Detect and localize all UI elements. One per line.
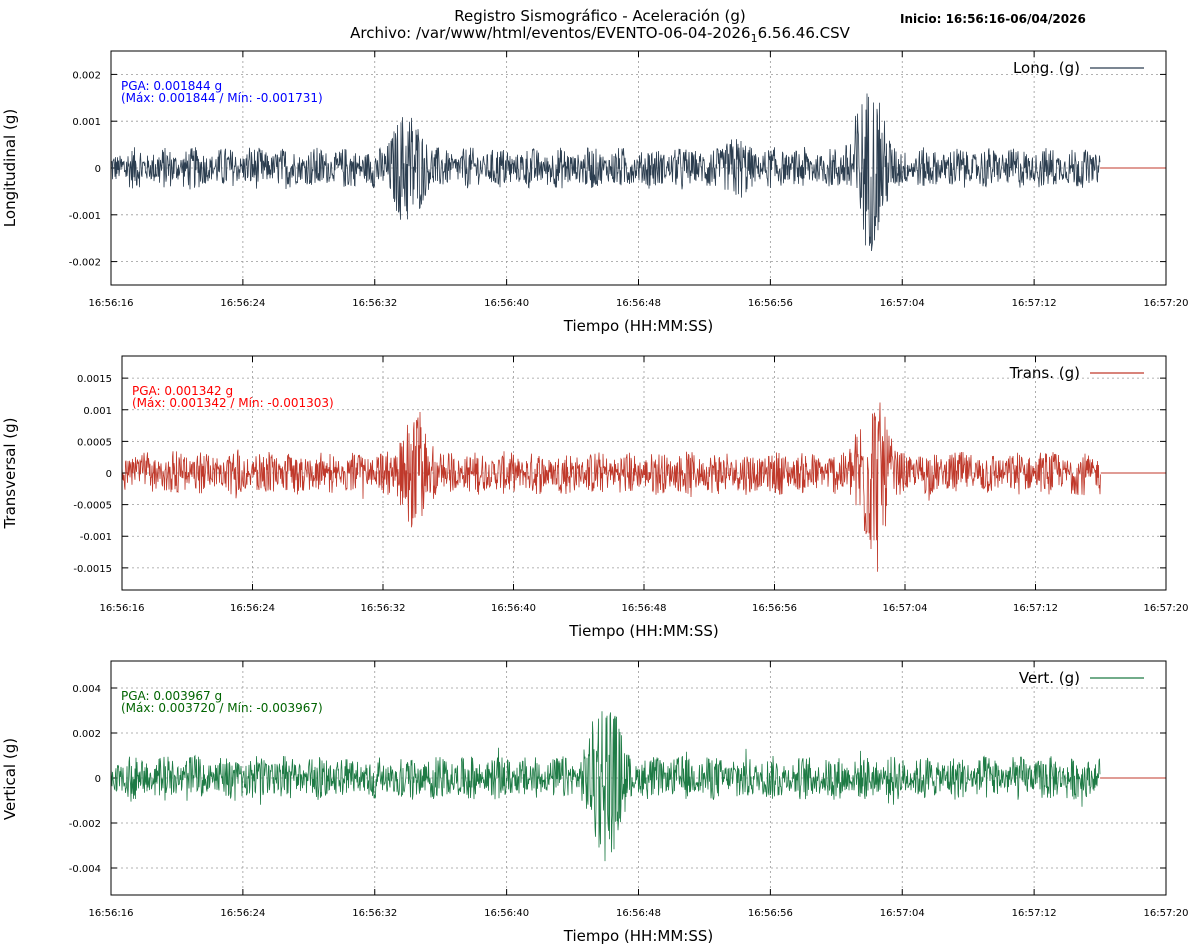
series-line — [110, 711, 1101, 862]
x-tick-label: 16:56:32 — [352, 298, 397, 309]
y-tick-label: 0.002 — [72, 729, 101, 740]
legend-label: Vert. (g) — [1019, 669, 1080, 687]
x-tick-label: 16:56:48 — [622, 603, 667, 614]
legend-label: Trans. (g) — [1009, 364, 1080, 382]
x-tick-label: 16:56:24 — [230, 603, 275, 614]
y-axis-label: Transversal (g) — [1, 417, 19, 529]
y-tick-label: 0.001 — [83, 406, 112, 417]
plot-frame — [110, 660, 1167, 896]
x-tick-label: 16:57:12 — [1012, 298, 1057, 309]
x-tick-label: 16:56:16 — [89, 298, 134, 309]
legend-label: Long. (g) — [1013, 59, 1080, 77]
y-tick-label: 0.002 — [72, 70, 101, 81]
series-line — [110, 93, 1101, 252]
x-axis-label: Tiempo (HH:MM:SS) — [568, 622, 718, 640]
y-tick-label: -0.002 — [69, 819, 101, 830]
plot-frame — [121, 355, 1167, 591]
panel-3: 16:56:16 16:56:24 16:56:32 16:56:40 16:56:48… — [1, 660, 1189, 945]
y-tick-label: -0.001 — [80, 532, 112, 543]
figure-title: Registro Sismográfico - Aceleración (g) — [454, 7, 745, 25]
start-time-label: Inicio: 16:56:16-06/04/2026 — [900, 12, 1086, 26]
x-tick-label: 16:57:04 — [880, 908, 925, 919]
x-tick-label: 16:56:56 — [752, 603, 797, 614]
y-tick-label: 0.001 — [72, 117, 101, 128]
x-tick-label: 16:56:32 — [352, 908, 397, 919]
plot-frame — [110, 50, 1167, 286]
pga-annotation: PGA: 0.003967 g — [121, 689, 222, 703]
x-tick-label: 16:56:32 — [361, 603, 406, 614]
x-tick-label: 16:56:48 — [616, 908, 661, 919]
y-tick-label: -0.0015 — [73, 564, 112, 575]
x-tick-label: 16:56:24 — [220, 908, 265, 919]
y-tick-label: -0.004 — [69, 864, 101, 875]
x-tick-label: 16:56:16 — [100, 603, 145, 614]
x-tick-label: 16:57:12 — [1012, 908, 1057, 919]
series-line — [121, 402, 1101, 572]
panel-1: 16:56:16 16:56:24 16:56:32 16:56:40 16:56:48… — [1, 50, 1189, 335]
x-tick-label: 16:56:16 — [89, 908, 134, 919]
x-tick-label: 16:56:48 — [616, 298, 661, 309]
x-tick-label: 16:56:40 — [491, 603, 536, 614]
x-tick-label: 16:56:56 — [748, 908, 793, 919]
y-tick-label: 0.004 — [72, 684, 101, 695]
x-tick-label: 16:56:56 — [748, 298, 793, 309]
minmax-annotation: (Máx: 0.003720 / Mín: -0.003967) — [121, 701, 323, 715]
y-tick-label: -0.001 — [69, 211, 101, 222]
x-axis-label: Tiempo (HH:MM:SS) — [563, 927, 713, 945]
x-tick-label: 16:56:24 — [220, 298, 265, 309]
y-tick-label: 0.0015 — [77, 374, 112, 385]
x-tick-label: 16:56:40 — [484, 908, 529, 919]
minmax-annotation: (Máx: 0.001844 / Mín: -0.001731) — [121, 91, 323, 105]
y-tick-label: 0 — [95, 774, 101, 785]
x-tick-label: 16:57:20 — [1144, 908, 1189, 919]
pga-annotation: PGA: 0.001342 g — [132, 384, 233, 398]
y-tick-label: -0.0005 — [73, 501, 112, 512]
pga-annotation: PGA: 0.001844 g — [121, 79, 222, 93]
x-tick-label: 16:57:20 — [1144, 298, 1189, 309]
x-tick-label: 16:57:20 — [1144, 603, 1189, 614]
x-tick-label: 16:57:12 — [1013, 603, 1058, 614]
y-tick-label: 0 — [95, 164, 101, 175]
x-axis-label: Tiempo (HH:MM:SS) — [563, 317, 713, 335]
y-tick-label: -0.002 — [69, 258, 101, 269]
x-tick-label: 16:57:04 — [880, 298, 925, 309]
x-tick-label: 16:57:04 — [883, 603, 928, 614]
y-tick-label: 0 — [106, 469, 112, 480]
y-axis-label: Longitudinal (g) — [1, 109, 19, 227]
file-path: Archivo: /var/www/html/eventos/EVENTO-06… — [350, 24, 851, 45]
y-axis-label: Vertical (g) — [1, 738, 19, 820]
y-tick-label: 0.0005 — [77, 437, 112, 448]
panel-2: 16:56:16 16:56:24 16:56:32 16:56:40 16:56:48… — [1, 355, 1189, 640]
minmax-annotation: (Máx: 0.001342 / Mín: -0.001303) — [132, 396, 334, 410]
x-tick-label: 16:56:40 — [484, 298, 529, 309]
